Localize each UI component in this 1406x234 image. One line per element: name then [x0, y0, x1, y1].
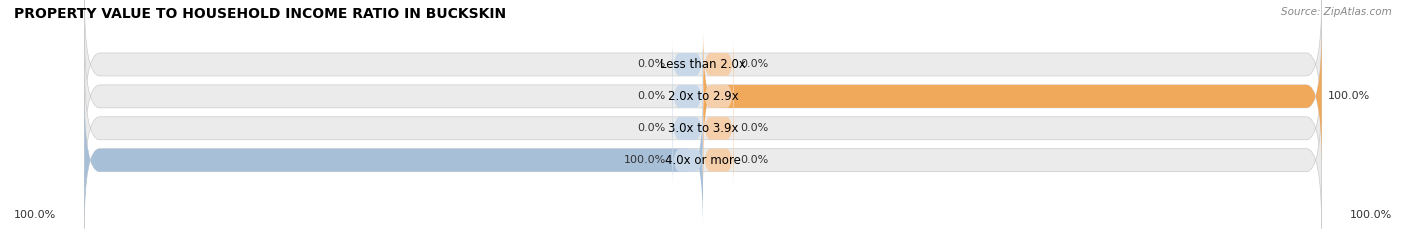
- Text: 100.0%: 100.0%: [1327, 91, 1369, 101]
- Text: 0.0%: 0.0%: [740, 123, 768, 133]
- FancyBboxPatch shape: [84, 92, 703, 228]
- FancyBboxPatch shape: [672, 38, 703, 91]
- FancyBboxPatch shape: [672, 69, 703, 123]
- Text: 0.0%: 0.0%: [638, 123, 666, 133]
- FancyBboxPatch shape: [703, 28, 1322, 165]
- FancyBboxPatch shape: [672, 102, 703, 155]
- FancyBboxPatch shape: [703, 38, 734, 91]
- FancyBboxPatch shape: [84, 28, 1322, 165]
- Text: Less than 2.0x: Less than 2.0x: [659, 58, 747, 71]
- Text: 100.0%: 100.0%: [14, 210, 56, 220]
- Text: 4.0x or more: 4.0x or more: [665, 154, 741, 167]
- Text: 0.0%: 0.0%: [638, 91, 666, 101]
- Text: 2.0x to 2.9x: 2.0x to 2.9x: [668, 90, 738, 103]
- Text: 0.0%: 0.0%: [638, 59, 666, 69]
- FancyBboxPatch shape: [703, 133, 734, 187]
- Text: Source: ZipAtlas.com: Source: ZipAtlas.com: [1281, 7, 1392, 17]
- Text: PROPERTY VALUE TO HOUSEHOLD INCOME RATIO IN BUCKSKIN: PROPERTY VALUE TO HOUSEHOLD INCOME RATIO…: [14, 7, 506, 21]
- Text: 0.0%: 0.0%: [740, 155, 768, 165]
- Text: 100.0%: 100.0%: [1350, 210, 1392, 220]
- FancyBboxPatch shape: [84, 60, 1322, 197]
- Text: 0.0%: 0.0%: [740, 59, 768, 69]
- Text: 3.0x to 3.9x: 3.0x to 3.9x: [668, 122, 738, 135]
- FancyBboxPatch shape: [84, 92, 1322, 228]
- FancyBboxPatch shape: [672, 133, 703, 187]
- FancyBboxPatch shape: [84, 0, 1322, 133]
- Text: 100.0%: 100.0%: [624, 155, 666, 165]
- FancyBboxPatch shape: [703, 102, 734, 155]
- FancyBboxPatch shape: [703, 69, 734, 123]
